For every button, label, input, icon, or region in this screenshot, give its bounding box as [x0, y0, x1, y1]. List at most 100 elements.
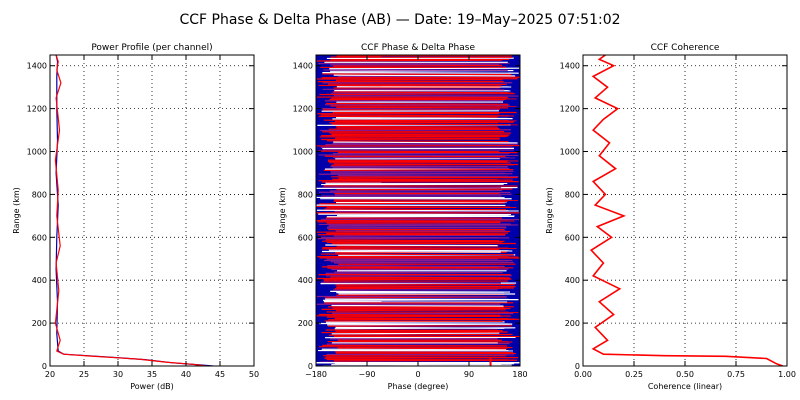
phase-trace — [327, 265, 505, 268]
phase-trace — [322, 186, 502, 189]
phase-trace — [326, 140, 509, 143]
x-tick-label: 20 — [45, 370, 55, 379]
y-tick-label: 1400 — [293, 62, 313, 71]
phase-trace — [336, 106, 509, 109]
phase-trace — [329, 67, 520, 70]
y-tick-label: 200 — [298, 319, 313, 328]
phase-trace — [334, 271, 503, 274]
x-tick-label: 0.50 — [676, 370, 694, 379]
y-axis-label: Range (km) — [12, 187, 21, 234]
phase-trace — [338, 176, 518, 179]
y-axis-label: Range (km) — [545, 187, 554, 234]
phase-trace — [325, 244, 498, 247]
x-tick-label: 35 — [147, 370, 157, 379]
phase-trace — [333, 234, 506, 237]
panel-3: CCF Coherence 0.00 0.25 0.50 0.75 1.00 0 200 400… — [545, 43, 796, 391]
x-tick-label: 0.25 — [625, 370, 643, 379]
phase-trace — [330, 290, 511, 293]
x-tick-label: −90 — [359, 370, 376, 379]
phase-trace — [336, 188, 513, 191]
x-axis-label: Power (dB) — [130, 382, 174, 391]
phase-trace — [325, 356, 516, 359]
phase-trace — [331, 97, 517, 100]
phase-trace — [325, 143, 519, 146]
y-tick-label: 1400 — [560, 62, 580, 71]
series-line-2 — [54, 55, 207, 366]
phase-trace — [331, 123, 518, 126]
plot-area — [54, 55, 214, 366]
x-tick-label: 40 — [181, 370, 191, 379]
phase-trace — [332, 306, 505, 309]
y-axis-label: Range (km) — [278, 187, 287, 234]
plot-area — [589, 55, 784, 366]
phase-trace — [333, 74, 516, 77]
phase-trace — [331, 332, 500, 335]
phase-trace — [321, 138, 500, 141]
phase-trace — [322, 88, 505, 91]
panel-1: Power Profile (per channel) 20 25 30 35 40 45 5… — [12, 43, 259, 391]
phase-trace — [332, 91, 513, 94]
x-tick-label: 0 — [415, 370, 420, 379]
phase-trace — [337, 347, 508, 350]
y-tick-label: 600 — [32, 233, 47, 242]
y-tick-label: 800 — [298, 190, 313, 199]
phase-trace — [331, 133, 510, 136]
y-tick-label: 600 — [298, 233, 313, 242]
phase-trace — [321, 281, 501, 284]
phase-trace — [328, 249, 513, 252]
y-tick-label: 0 — [308, 362, 313, 371]
phase-trace — [316, 59, 503, 62]
phase-trace — [331, 304, 504, 307]
phase-trace — [328, 224, 519, 227]
y-tick-label: 600 — [565, 233, 580, 242]
phase-trace — [335, 79, 503, 81]
phase-trace — [322, 247, 517, 249]
x-tick-label: 25 — [79, 370, 89, 379]
phase-trace — [333, 64, 503, 67]
phase-trace — [328, 333, 513, 336]
phase-trace — [319, 129, 511, 132]
phase-trace — [316, 230, 511, 233]
x-tick-label: 30 — [113, 370, 123, 379]
series-line-1 — [589, 55, 784, 366]
phase-trace — [318, 115, 498, 118]
y-tick-label: 200 — [32, 319, 47, 328]
phase-trace — [323, 278, 512, 281]
x-tick-label: −180 — [305, 370, 327, 379]
phase-trace — [319, 93, 515, 96]
phase-trace — [318, 313, 501, 316]
x-axis-label: Phase (degree) — [388, 382, 449, 391]
phase-trace — [325, 102, 508, 105]
phase-trace — [321, 250, 501, 253]
phase-trace — [330, 63, 499, 66]
y-tick-label: 200 — [565, 319, 580, 328]
phase-trace — [330, 276, 511, 279]
phase-trace — [333, 141, 518, 144]
y-tick-label: 1000 — [27, 148, 47, 157]
phase-trace — [323, 119, 517, 122]
x-tick-label: 180 — [512, 370, 527, 379]
phase-trace — [320, 253, 514, 256]
y-tick-label: 1400 — [27, 62, 47, 71]
phase-trace — [321, 266, 499, 269]
y-tick-label: 1200 — [293, 105, 313, 114]
phase-trace — [332, 167, 510, 169]
phase-trace — [316, 209, 519, 212]
phase-trace — [319, 202, 505, 205]
panel-title: CCF Phase & Delta Phase — [361, 43, 475, 53]
phase-trace — [334, 193, 512, 196]
phase-trace — [322, 73, 512, 76]
y-tick-label: 1000 — [293, 148, 313, 157]
phase-trace — [328, 159, 519, 162]
phase-trace — [329, 189, 503, 192]
y-tick-label: 1000 — [560, 148, 580, 157]
phase-trace — [321, 248, 500, 251]
phase-trace — [317, 150, 500, 153]
y-tick-label: 800 — [32, 190, 47, 199]
phase-trace — [321, 307, 511, 310]
phase-trace — [322, 71, 519, 74]
phase-trace — [326, 221, 501, 224]
phase-trace — [319, 346, 513, 349]
